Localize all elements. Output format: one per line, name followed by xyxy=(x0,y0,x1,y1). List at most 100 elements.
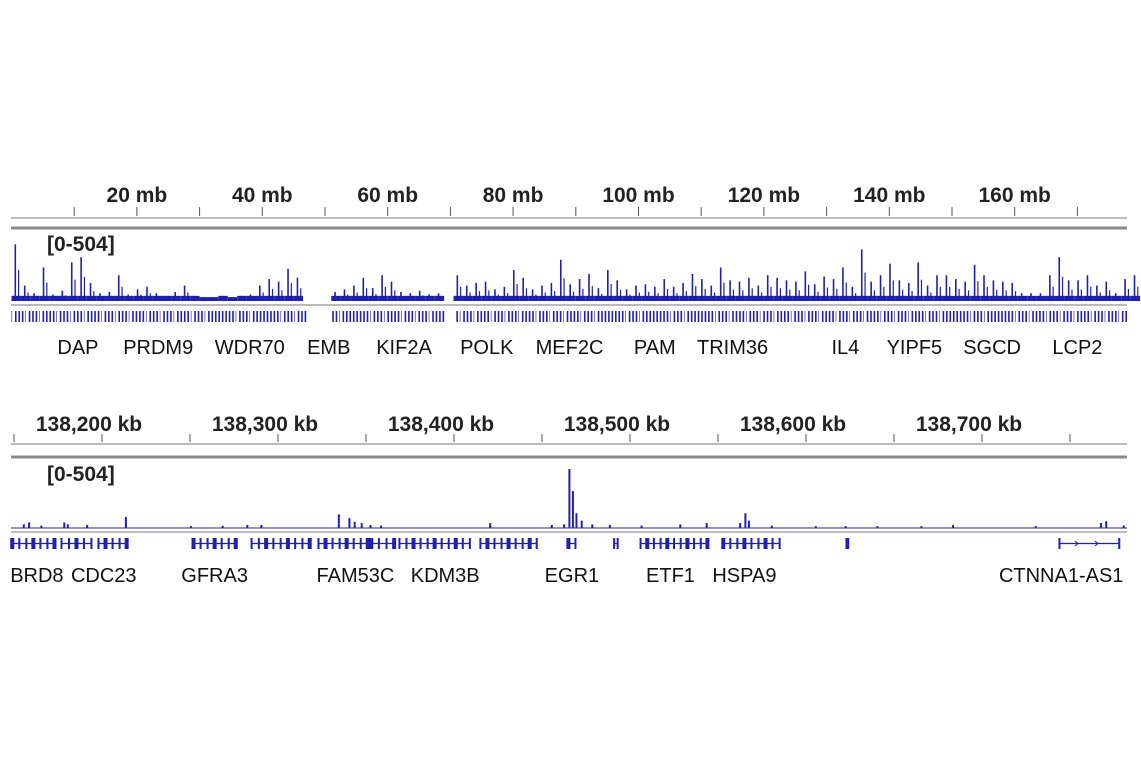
gene-feature xyxy=(256,311,258,322)
signal-bar xyxy=(394,290,396,301)
signal-bar xyxy=(215,298,217,301)
signal-bar xyxy=(431,297,434,301)
ruler-tick-label: 60 mb xyxy=(357,184,418,207)
gene-feature xyxy=(190,311,192,322)
gene-feature xyxy=(387,311,389,322)
signal-bar xyxy=(760,292,763,301)
gene-exon xyxy=(111,538,114,549)
signal-base xyxy=(425,295,435,301)
gene-feature xyxy=(949,311,952,322)
gene-feature xyxy=(94,311,96,322)
gene-feature xyxy=(714,311,716,322)
signal-base xyxy=(538,295,548,301)
signal-bar xyxy=(823,276,825,301)
ruler-tick-label: 138,300 kb xyxy=(212,413,318,436)
gene-label: GFRA3 xyxy=(181,565,248,587)
gene-feature xyxy=(556,311,558,322)
gene-feature xyxy=(780,311,783,322)
gene-exon xyxy=(699,538,702,549)
signal-bar xyxy=(441,296,443,301)
gene-feature xyxy=(883,311,886,322)
signal-bar xyxy=(747,520,750,528)
signal-bar xyxy=(262,292,264,301)
signal-bar xyxy=(580,520,583,528)
signal-bar xyxy=(52,294,54,301)
signal-bar xyxy=(183,285,186,301)
signal-bar xyxy=(554,291,556,301)
signal-bar xyxy=(23,285,26,301)
gene-exon xyxy=(1058,538,1061,549)
gene-feature xyxy=(873,311,876,322)
signal-bar xyxy=(930,292,932,301)
signal-bar xyxy=(1127,288,1129,301)
signal-bar xyxy=(1124,279,1126,301)
signal-bar xyxy=(155,293,158,301)
gene-feature xyxy=(1042,311,1045,322)
signal-bar xyxy=(347,294,349,301)
gene-feature xyxy=(621,311,624,322)
gene-exon xyxy=(535,538,538,549)
gene-exon xyxy=(763,538,768,549)
gene-feature xyxy=(304,311,307,322)
gene-exon xyxy=(272,538,275,549)
signal-bar xyxy=(1080,289,1082,301)
signal-bar xyxy=(559,259,562,301)
signal-bar xyxy=(855,293,857,301)
gene-label: HSPA9 xyxy=(712,565,776,587)
signal-base xyxy=(509,295,520,301)
signal-bar xyxy=(710,285,713,301)
signal-bar xyxy=(892,280,894,301)
signal-bar xyxy=(353,285,355,301)
gene-exon xyxy=(264,538,269,549)
gene-exon xyxy=(60,538,63,549)
gene-feature xyxy=(918,311,921,322)
gene-feature xyxy=(587,311,589,322)
ruler-tick-label: 100 mb xyxy=(602,184,674,207)
signal-bar xyxy=(1052,286,1054,301)
gene-exon xyxy=(377,538,380,549)
signal-bar xyxy=(1086,275,1089,301)
ruler-tick-label: 138,500 kb xyxy=(564,413,670,436)
signal-bar xyxy=(770,525,773,528)
gene-feature xyxy=(990,311,993,322)
gene-exon xyxy=(742,538,747,549)
gene-feature xyxy=(28,311,31,322)
gene-feature xyxy=(435,311,438,322)
signal-base xyxy=(876,295,887,301)
signal-base xyxy=(829,295,840,301)
gene-feature xyxy=(373,311,376,322)
signal-base xyxy=(378,295,388,301)
gene-feature xyxy=(825,311,827,322)
gene-feature xyxy=(932,311,934,322)
gene-feature xyxy=(866,311,869,322)
signal-base xyxy=(641,295,652,301)
signal-bar xyxy=(497,294,499,301)
signal-bar xyxy=(1118,296,1120,301)
signal-bar xyxy=(591,524,594,528)
signal-bar xyxy=(356,292,358,301)
gene-feature xyxy=(73,311,76,322)
gene-feature xyxy=(701,311,703,322)
signal-bar xyxy=(136,289,139,301)
signal-base xyxy=(622,295,633,301)
gene-feature xyxy=(946,311,948,322)
gene-feature xyxy=(277,311,279,322)
signal-base xyxy=(726,295,736,301)
gene-feature xyxy=(521,311,524,322)
signal-bar xyxy=(601,293,603,301)
gene-feature xyxy=(228,311,231,322)
gene-exon xyxy=(52,538,57,549)
gene-exon xyxy=(453,538,458,549)
gene-feature xyxy=(225,311,227,322)
signal-bar xyxy=(973,264,976,301)
gene-feature xyxy=(659,311,662,322)
signal-bar xyxy=(939,286,941,301)
signal-bar xyxy=(578,279,581,301)
signal-bar xyxy=(460,286,462,301)
gene-feature xyxy=(259,311,262,322)
signal-bar xyxy=(704,288,706,301)
gene-exon xyxy=(673,538,675,549)
signal-bar xyxy=(234,298,236,301)
signal-base xyxy=(810,295,821,301)
